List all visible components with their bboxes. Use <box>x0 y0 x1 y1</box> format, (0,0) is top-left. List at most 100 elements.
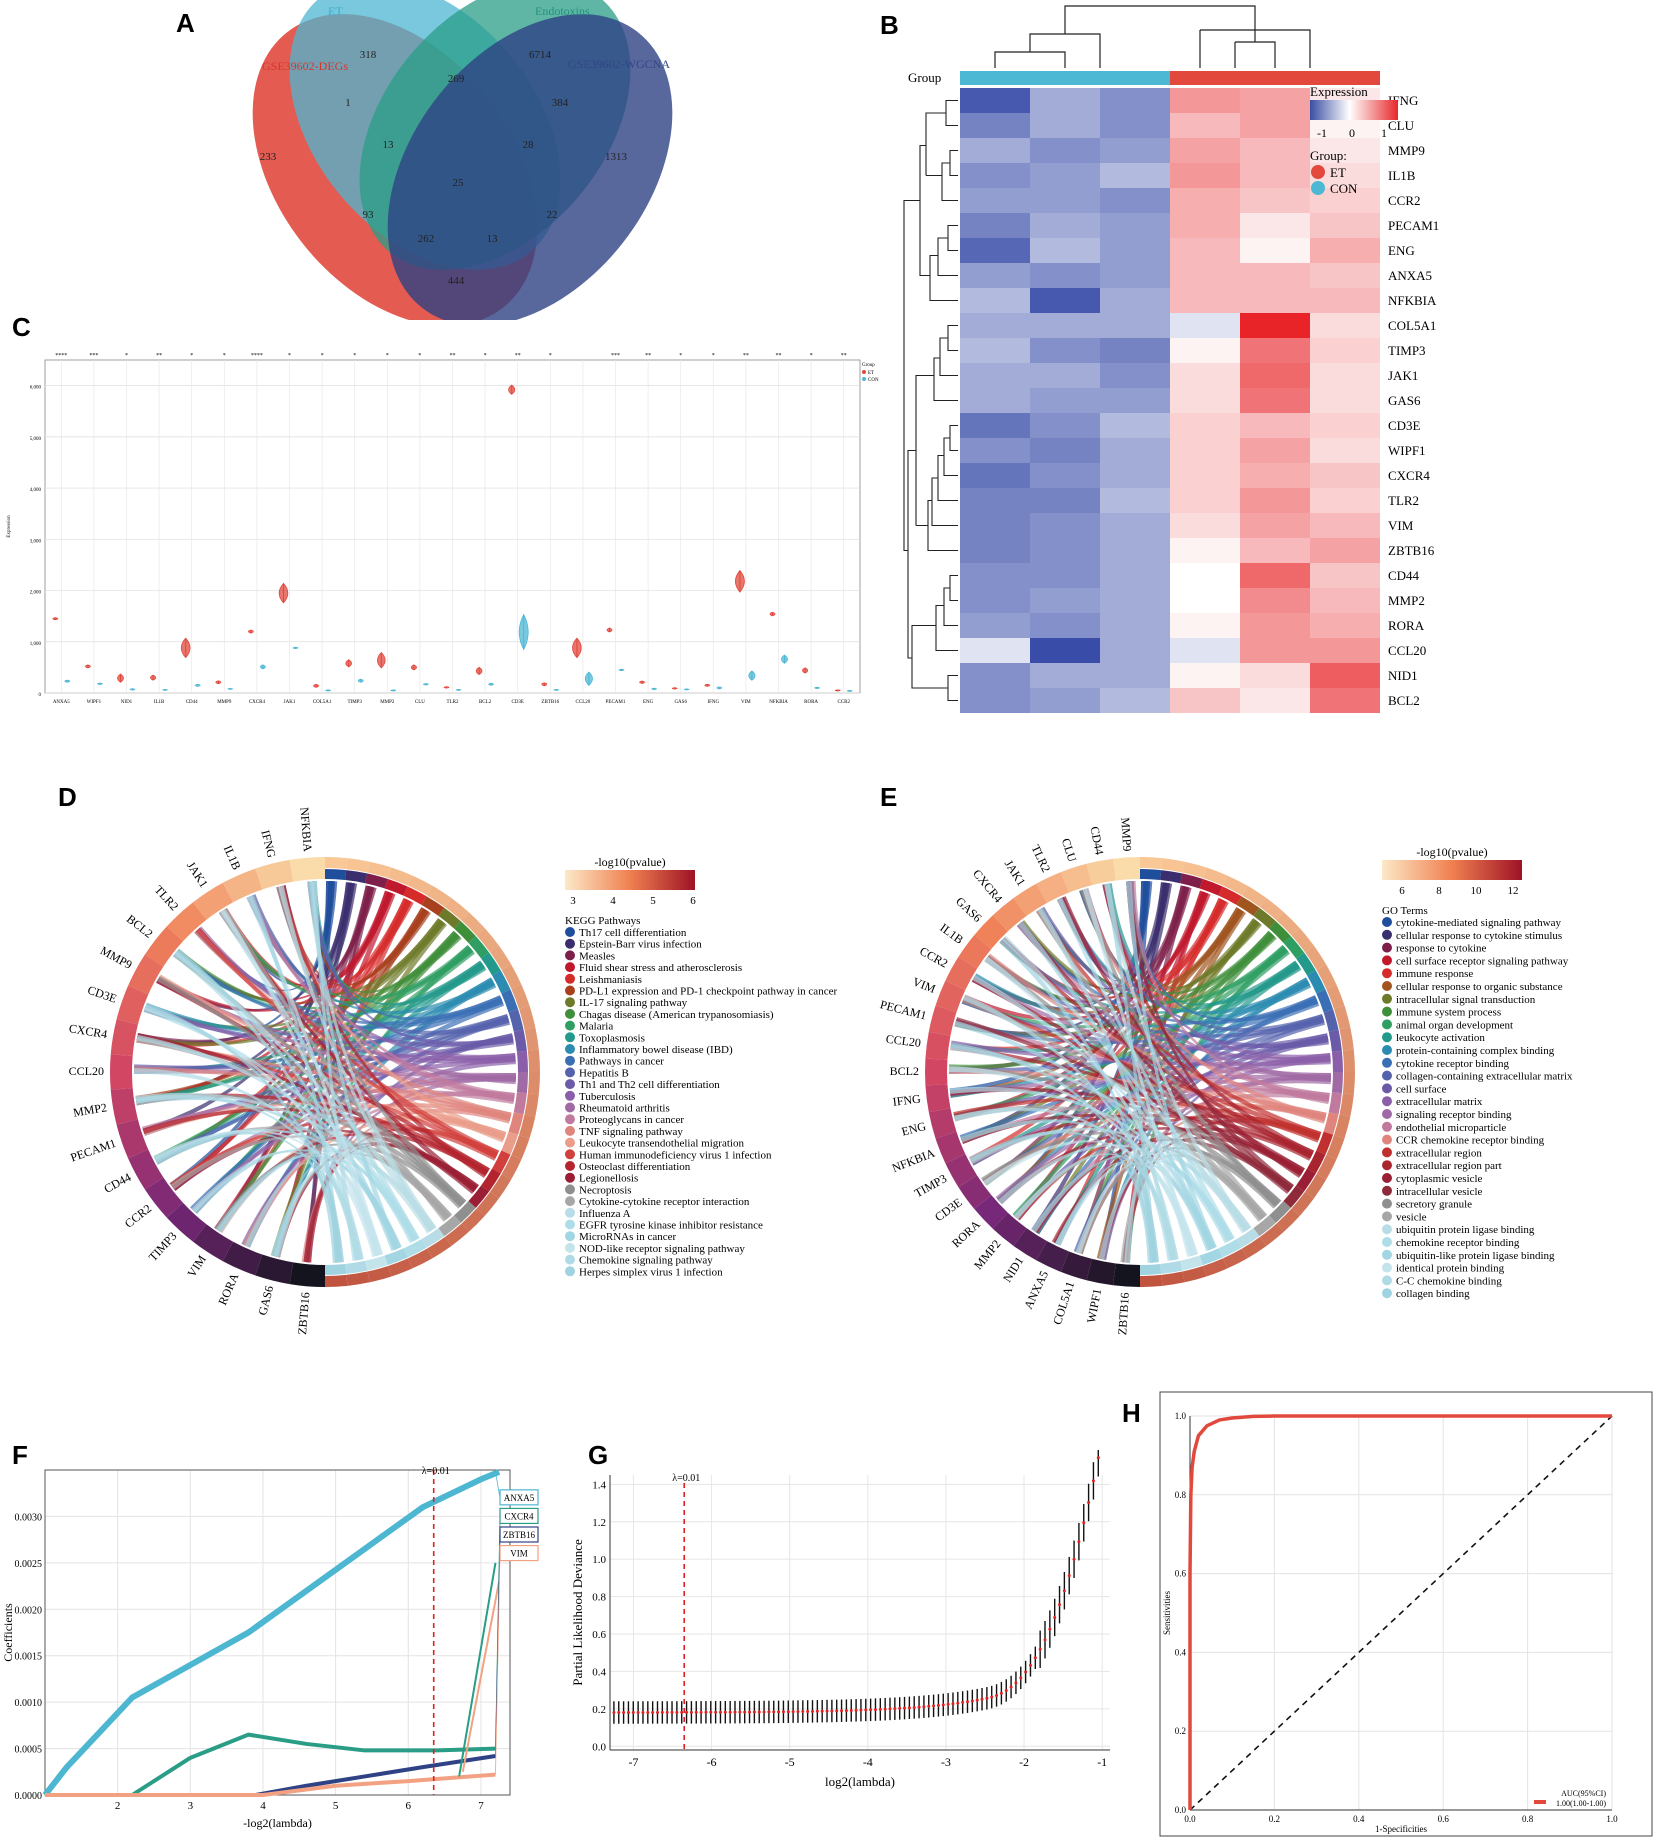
heatmap-cell <box>1170 638 1240 663</box>
legend-con-label: CON <box>868 378 879 383</box>
y-tick-label: 3,000 <box>30 539 42 544</box>
gene-label: VIM <box>911 974 938 996</box>
term-pvalue-arc <box>325 857 348 870</box>
chord-ribbon <box>1031 1155 1213 1252</box>
gene-label: CLU <box>1059 836 1080 863</box>
heatmap-row-label: GAS6 <box>1388 393 1421 408</box>
gene-arc <box>935 1131 966 1164</box>
chord-ribbon <box>1056 897 1235 1242</box>
x-tick-label: IL1B <box>154 700 165 705</box>
venn-count-et_endo_wgcna: 28 <box>523 139 535 151</box>
gene-label: VIM <box>184 1252 209 1279</box>
term-pvalue-arc <box>1305 945 1327 970</box>
heatmap-row-label: PECAM1 <box>1388 218 1439 233</box>
term-pvalue-arc <box>511 984 530 1009</box>
term-arc <box>1296 1168 1316 1192</box>
legend-swatch <box>565 1102 575 1113</box>
venn-count-deg_et_endo: 13 <box>383 139 395 151</box>
heatmap-cell <box>960 163 1030 188</box>
heatmap-cell <box>1170 563 1240 588</box>
legend-term-label: cellular response to organic substance <box>1396 981 1563 993</box>
mean-point <box>791 1710 795 1714</box>
heatmap-cell <box>1310 238 1380 263</box>
heatmap-cell <box>1100 363 1170 388</box>
coefficient-line <box>45 1772 496 1797</box>
gene-label: TLR2 <box>152 883 182 914</box>
gene-arc <box>110 1087 138 1125</box>
x-tick-label: -4 <box>863 1755 873 1769</box>
legend-swatch <box>1382 1211 1392 1222</box>
term-arc <box>454 921 476 943</box>
legend-et-label: ET <box>1330 165 1346 180</box>
gene-label: CD3E <box>86 983 119 1006</box>
y-tick-label: 1.2 <box>592 1517 606 1529</box>
term-pvalue-arc <box>367 1266 392 1283</box>
y-tick-label: 0.0 <box>1175 1805 1187 1815</box>
legend-swatch <box>1382 1249 1392 1260</box>
gene-arc <box>166 902 207 942</box>
term-arc <box>513 1029 527 1052</box>
heatmap-row-label: ANXA5 <box>1388 268 1432 283</box>
significance-label: * <box>679 353 682 359</box>
legend-term-label: IL-17 signaling pathway <box>579 997 688 1009</box>
legend-term-label: identical protein binding <box>1396 1263 1505 1275</box>
gene-label: CCR2 <box>122 1201 154 1230</box>
venn-count-wgcna_only: 1313 <box>605 151 628 163</box>
chord-ribbon <box>218 910 420 1242</box>
heatmap-cell <box>1240 663 1310 688</box>
term-pvalue-arc <box>1140 1274 1163 1287</box>
mean-point <box>617 1711 621 1715</box>
mean-point <box>1072 1557 1076 1561</box>
term-arc <box>1236 1228 1260 1248</box>
plot-frame <box>44 1469 511 1796</box>
gene-label: RORA <box>949 1217 983 1250</box>
mean-point <box>932 1704 936 1708</box>
heatmap-cell <box>1170 88 1240 113</box>
heatmap-cell <box>1100 663 1170 688</box>
heatmap-cell <box>1100 488 1170 513</box>
chord-ribbon <box>1082 888 1194 1258</box>
gene-label: JAK1 <box>1002 857 1029 888</box>
coefficient-line <box>42 1469 501 1797</box>
heatmap-cell <box>960 588 1030 613</box>
venn-count-deg_endo: 93 <box>363 209 375 221</box>
heatmap-cell <box>960 338 1030 363</box>
venn-count-all4: 25 <box>453 177 465 189</box>
legend-title: Group <box>862 363 875 368</box>
chord-ribbon <box>154 1016 510 1163</box>
term-pvalue-arc <box>1222 1248 1248 1269</box>
mean-point <box>951 1702 955 1706</box>
heatmap-cell <box>960 213 1030 238</box>
legend-et-dot <box>1311 165 1325 179</box>
heatmap-cell <box>1310 513 1380 538</box>
chord-ribbon <box>1032 1092 1330 1234</box>
gene-arc <box>128 1149 164 1190</box>
heatmap-cell <box>1240 263 1310 288</box>
gene-arc <box>1060 1251 1093 1281</box>
x-tick-label: 0.8 <box>1522 1814 1534 1824</box>
heatmap-row-label: CXCR4 <box>1388 468 1430 483</box>
legend-term-label: Cytokine-cytokine receptor interaction <box>579 1196 750 1208</box>
mean-point <box>898 1706 902 1710</box>
heatmap-cell <box>1240 638 1310 663</box>
heatmap-cell <box>1170 188 1240 213</box>
heatmap-row-label: ENG <box>1388 243 1415 258</box>
mean-point <box>1067 1574 1071 1578</box>
heatmap-cell <box>1310 213 1380 238</box>
heatmap-row-label: CLU <box>1388 118 1415 133</box>
heatmap-cell <box>960 413 1030 438</box>
term-arc <box>492 1150 511 1174</box>
heatmap-row-label: TIMP3 <box>1388 343 1426 358</box>
gene-arc <box>1113 857 1140 881</box>
legend-swatch <box>1382 929 1392 940</box>
legend-term-label: leukocyte activation <box>1396 1032 1485 1044</box>
colorbar-tick: 1 <box>1381 126 1387 140</box>
heatmap-cell <box>1240 488 1310 513</box>
x-tick-label: WIPF1 <box>87 700 102 705</box>
gene-arc <box>928 1108 957 1139</box>
term-arc <box>1316 1131 1334 1155</box>
heatmap-cell <box>1170 438 1240 463</box>
term-pvalue-arc <box>1203 867 1228 886</box>
venn-count-endo_only: 6714 <box>529 49 552 61</box>
